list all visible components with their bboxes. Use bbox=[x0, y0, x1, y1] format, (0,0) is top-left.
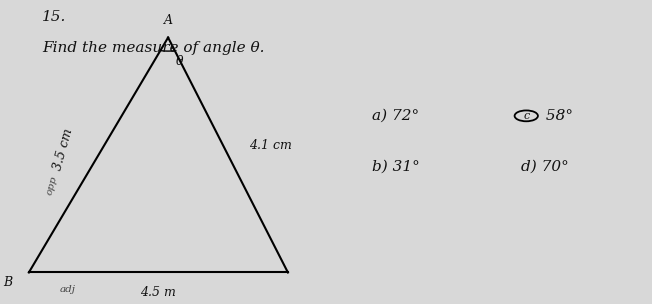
Text: c: c bbox=[523, 111, 529, 121]
Text: a) 72°: a) 72° bbox=[372, 109, 419, 123]
Text: 4.1 cm: 4.1 cm bbox=[248, 140, 291, 153]
Text: A: A bbox=[164, 14, 173, 27]
Text: 3.5 cm: 3.5 cm bbox=[51, 126, 75, 171]
Text: d) 70°: d) 70° bbox=[521, 160, 569, 174]
Text: 15.: 15. bbox=[42, 10, 66, 24]
Text: 4.5 m: 4.5 m bbox=[140, 285, 176, 299]
Text: b) 31°: b) 31° bbox=[372, 160, 420, 174]
Text: 58°: 58° bbox=[541, 109, 572, 123]
Text: B: B bbox=[3, 275, 12, 288]
Text: Find the measure of angle θ.: Find the measure of angle θ. bbox=[42, 40, 264, 54]
Text: opp: opp bbox=[45, 174, 59, 196]
Text: adj: adj bbox=[60, 285, 76, 294]
Text: θ: θ bbox=[176, 55, 183, 68]
